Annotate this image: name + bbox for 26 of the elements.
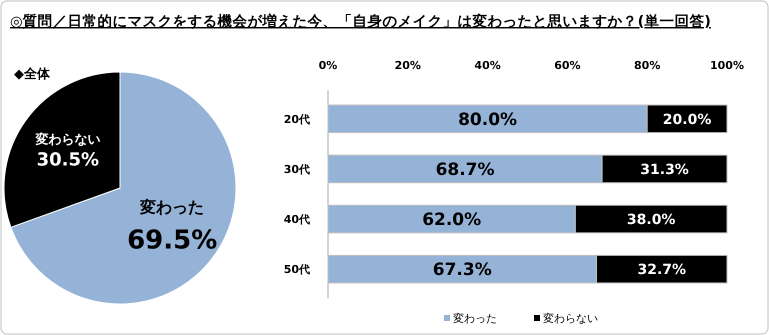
- data-label: 38.0%: [626, 212, 676, 228]
- y-tick-label: 20代: [284, 112, 310, 126]
- x-tick-label: 100%: [710, 59, 744, 72]
- y-tick-label: 50代: [284, 263, 310, 276]
- data-label: 31.3%: [640, 162, 689, 178]
- slice-label: 変わった: [139, 198, 204, 217]
- x-tick-label: 0%: [318, 59, 338, 72]
- data-label: 62.0%: [422, 210, 482, 230]
- x-tick-label: 40%: [474, 59, 501, 72]
- slice-label: 変わらない: [34, 131, 100, 148]
- data-label: 80.0%: [458, 110, 518, 130]
- data-label: 68.7%: [436, 160, 495, 180]
- data-label: 32.7%: [637, 262, 686, 278]
- text: ◎質問／日常的にマスクをする機会が増えた今、「自身のメイク」は変わったと思いますか？(単一回答): [10, 12, 711, 30]
- x-tick-label: 80%: [634, 59, 660, 72]
- legend-label: 変わらない: [543, 312, 598, 325]
- legend-label: 変わった: [453, 312, 497, 325]
- text: ◆全体: [14, 67, 51, 82]
- y-tick-label: 30代: [284, 162, 310, 176]
- data-label: 69.5%: [127, 226, 218, 256]
- y-tick-label: 40代: [284, 213, 310, 226]
- data-label: 20.0%: [662, 112, 712, 128]
- data-label: 30.5%: [36, 149, 100, 170]
- x-tick-label: 20%: [394, 59, 421, 72]
- data-label: 67.3%: [432, 260, 492, 280]
- x-tick-label: 60%: [554, 59, 581, 72]
